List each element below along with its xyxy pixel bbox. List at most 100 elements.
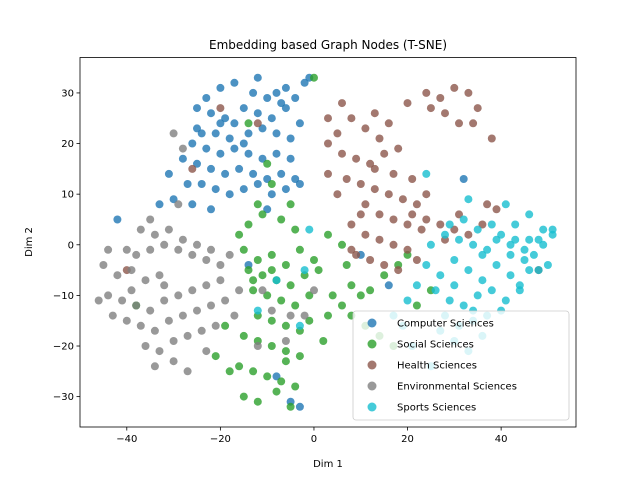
point-health-sciences-32 — [403, 220, 412, 229]
point-sports-sciences-45 — [464, 195, 473, 204]
point-social-sciences-47 — [328, 291, 337, 300]
point-computer-sciences-49 — [169, 195, 178, 204]
point-environmental-sciences-35 — [216, 261, 225, 269]
point-environmental-sciences-29 — [132, 250, 141, 259]
point-environmental-sciences-63 — [202, 347, 211, 356]
point-environmental-sciences-28 — [211, 321, 220, 330]
point-health-sciences-0 — [403, 99, 412, 108]
point-sports-sciences-3 — [464, 266, 473, 275]
point-computer-sciences-64 — [459, 175, 468, 183]
point-health-sciences-7 — [441, 109, 449, 118]
point-social-sciences-72 — [249, 276, 258, 285]
point-environmental-sciences-43 — [94, 296, 103, 305]
point-social-sciences-65 — [412, 301, 421, 310]
point-sports-sciences-56 — [539, 240, 548, 249]
point-environmental-sciences-18 — [164, 316, 173, 325]
point-sports-sciences-34 — [529, 250, 538, 259]
point-environmental-sciences-61 — [104, 245, 113, 254]
chart-title: Embedding based Graph Nodes (T-SNE) — [209, 38, 447, 52]
point-environmental-sciences-45 — [183, 367, 192, 376]
point-health-sciences-59 — [483, 200, 492, 209]
point-environmental-sciences-30 — [146, 245, 155, 254]
point-health-sciences-29 — [361, 200, 370, 209]
point-environmental-sciences-59 — [253, 342, 262, 350]
point-health-sciences-49 — [492, 205, 501, 214]
point-health-sciences-10 — [487, 134, 496, 143]
point-computer-sciences-14 — [193, 124, 201, 133]
x-tick-label: 40 — [495, 434, 508, 445]
y-tick-label: 0 — [68, 240, 74, 251]
point-health-sciences-67 — [412, 256, 421, 264]
point-health-sciences-55 — [216, 104, 225, 113]
legend-box — [352, 310, 570, 421]
point-social-sciences-2 — [267, 250, 276, 259]
point-computer-sciences-35 — [249, 169, 258, 178]
point-computer-sciences-31 — [193, 159, 201, 168]
point-environmental-sciences-37 — [150, 230, 159, 239]
point-computer-sciences-37 — [277, 169, 286, 178]
point-environmental-sciences-25 — [169, 337, 178, 345]
point-computer-sciences-3 — [230, 78, 239, 87]
point-health-sciences-47 — [464, 230, 473, 239]
y-tick-label: 20 — [61, 139, 74, 150]
point-computer-sciences-0 — [193, 104, 201, 113]
point-environmental-sciences-13 — [216, 276, 225, 285]
x-tick-label: 20 — [401, 434, 414, 445]
point-social-sciences-61 — [286, 200, 295, 209]
point-social-sciences-9 — [286, 281, 295, 290]
point-computer-sciences-8 — [207, 109, 215, 118]
point-sports-sciences-40 — [483, 245, 492, 254]
point-computer-sciences-19 — [272, 129, 281, 138]
point-social-sciences-48 — [338, 301, 346, 310]
point-social-sciences-63 — [310, 73, 318, 82]
point-computer-sciences-34 — [235, 164, 244, 173]
point-environmental-sciences-20 — [193, 306, 201, 315]
point-computer-sciences-44 — [253, 180, 262, 188]
point-computer-sciences-67 — [272, 372, 281, 381]
point-social-sciences-57 — [244, 119, 253, 128]
point-sports-sciences-61 — [300, 266, 309, 275]
point-environmental-sciences-12 — [202, 281, 211, 290]
point-social-sciences-30 — [291, 382, 300, 391]
point-computer-sciences-29 — [286, 154, 295, 163]
plot-frame — [79, 57, 577, 428]
point-social-sciences-69 — [324, 311, 332, 320]
point-sports-sciences-54 — [511, 235, 520, 244]
point-computer-sciences-21 — [295, 119, 304, 128]
point-environmental-sciences-7 — [132, 301, 141, 310]
point-environmental-sciences-5 — [104, 291, 113, 300]
point-sports-sciences-60 — [253, 306, 262, 315]
point-social-sciences-27 — [249, 367, 258, 376]
point-health-sciences-48 — [478, 220, 487, 229]
point-health-sciences-66 — [356, 210, 365, 219]
point-environmental-sciences-26 — [183, 331, 192, 340]
point-computer-sciences-30 — [178, 154, 187, 163]
point-environmental-sciences-41 — [207, 245, 215, 254]
point-computer-sciences-11 — [253, 109, 262, 118]
point-computer-sciences-61 — [239, 139, 248, 148]
point-sports-sciences-11 — [459, 301, 468, 310]
point-computer-sciences-9 — [221, 114, 230, 123]
point-computer-sciences-48 — [164, 169, 173, 178]
point-computer-sciences-50 — [188, 200, 197, 209]
point-sports-sciences-57 — [478, 250, 487, 259]
legend-marker-health-sciences — [367, 360, 377, 370]
point-health-sciences-41 — [380, 261, 389, 269]
point-sports-sciences-67 — [548, 225, 557, 234]
point-computer-sciences-24 — [216, 149, 225, 158]
point-environmental-sciences-60 — [127, 286, 136, 295]
point-sports-sciences-12 — [473, 291, 482, 300]
point-social-sciences-29 — [277, 377, 286, 386]
point-sports-sciences-2 — [450, 256, 459, 264]
point-social-sciences-36 — [211, 352, 220, 361]
point-sports-sciences-35 — [543, 261, 552, 269]
point-social-sciences-19 — [281, 321, 290, 330]
point-health-sciences-16 — [324, 139, 332, 148]
point-environmental-sciences-40 — [193, 240, 201, 249]
point-computer-sciences-41 — [211, 185, 220, 194]
point-sports-sciences-29 — [506, 240, 515, 249]
point-health-sciences-62 — [324, 114, 332, 123]
point-social-sciences-33 — [272, 387, 281, 396]
point-social-sciences-46 — [347, 281, 356, 290]
point-sports-sciences-53 — [422, 169, 431, 178]
